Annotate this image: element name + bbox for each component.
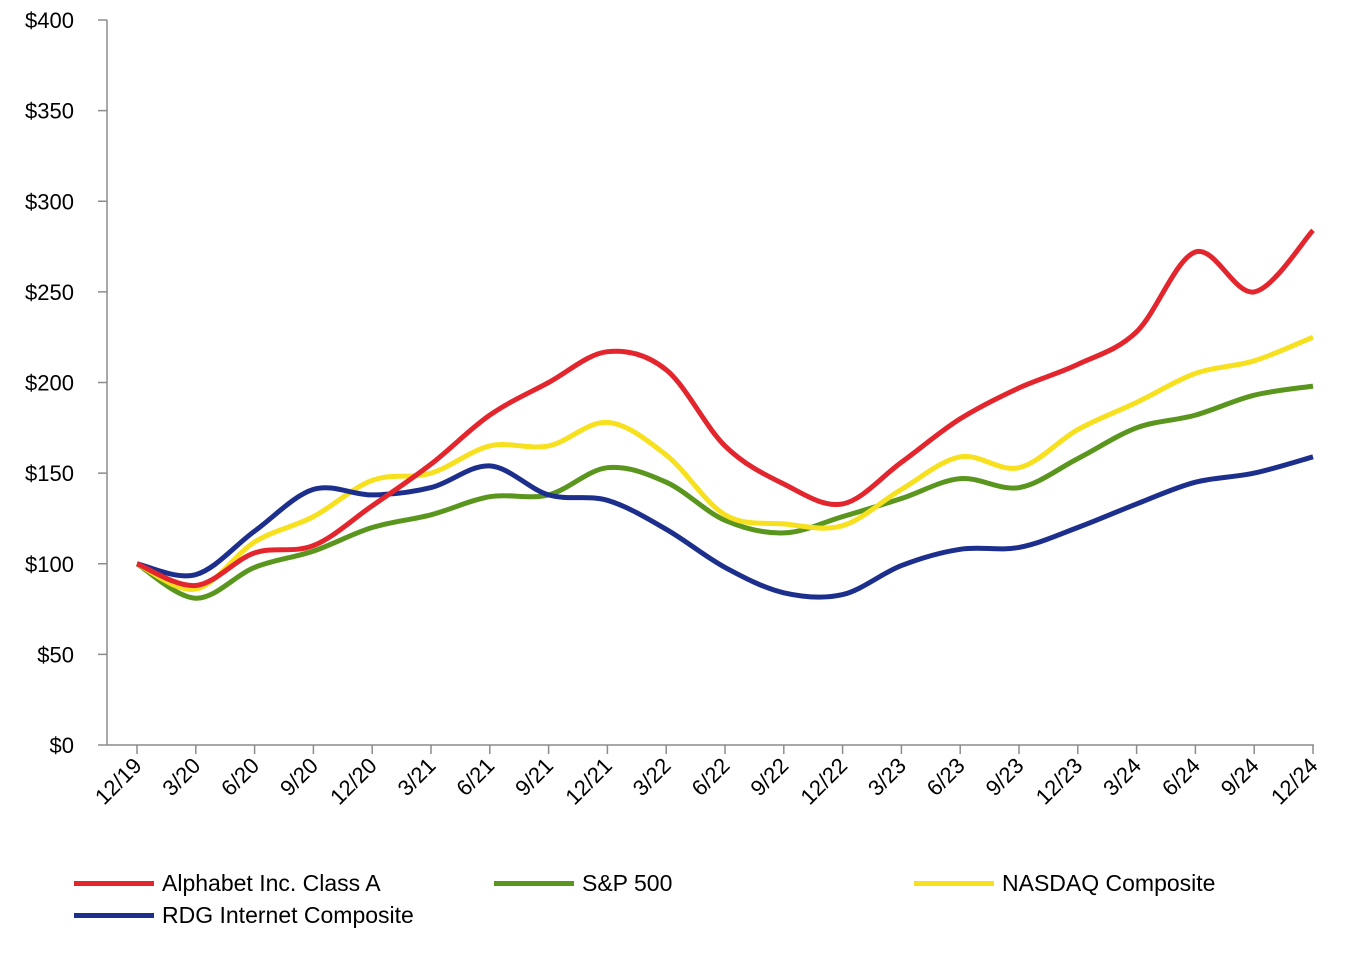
x-tick-label: 6/23 <box>922 753 970 801</box>
x-axis-ticks: 12/19 3/20 6/20 9/20 12/20 3/21 6/21 9/21 12/21 3… <box>90 745 1323 809</box>
axes <box>106 20 1314 746</box>
x-tick-label: 12/20 <box>325 753 382 810</box>
x-tick-label: 9/24 <box>1216 753 1264 801</box>
y-tick-label: $150 <box>25 461 74 486</box>
series-line-nasdaq <box>135 334 1314 592</box>
x-tick-label: 6/24 <box>1157 753 1205 801</box>
y-tick-label: $50 <box>37 642 74 667</box>
y-tick-label: $250 <box>25 280 74 305</box>
x-tick-label: 3/22 <box>628 753 676 801</box>
x-tick-label: 6/21 <box>451 753 499 801</box>
x-tick-label: 12/19 <box>90 753 147 810</box>
x-tick-label: 6/20 <box>216 753 264 801</box>
y-tick-label: $200 <box>25 371 74 396</box>
y-tick-label: $100 <box>25 552 74 577</box>
x-tick-label: 9/20 <box>275 753 323 801</box>
y-tick-label: $300 <box>25 189 74 214</box>
x-tick-label: 12/22 <box>796 753 853 810</box>
x-tick-label: 6/22 <box>687 753 735 801</box>
y-axis-ticks: $0 $50 $100 $150 $200 $250 $300 $350 $400 <box>25 8 107 758</box>
x-tick-label: 9/23 <box>981 753 1029 801</box>
x-tick-label: 3/23 <box>863 753 911 801</box>
series-line-sp500 <box>135 383 1314 601</box>
y-tick-label: $350 <box>25 99 74 124</box>
x-tick-label: 9/22 <box>745 753 793 801</box>
x-tick-label: 12/23 <box>1031 753 1088 810</box>
x-tick-label: 3/24 <box>1098 753 1146 801</box>
x-tick-label: 9/21 <box>510 753 558 801</box>
x-tick-label: 12/24 <box>1266 753 1323 810</box>
x-tick-label: 12/21 <box>560 753 617 810</box>
series-line-rdg <box>136 454 1314 600</box>
y-tick-label: $400 <box>25 8 74 33</box>
x-tick-label: 3/20 <box>157 753 205 801</box>
series-lines <box>135 228 1315 601</box>
x-tick-label: 3/21 <box>393 753 441 801</box>
series-line-alphabet <box>136 228 1315 589</box>
y-tick-label: $0 <box>50 733 74 758</box>
